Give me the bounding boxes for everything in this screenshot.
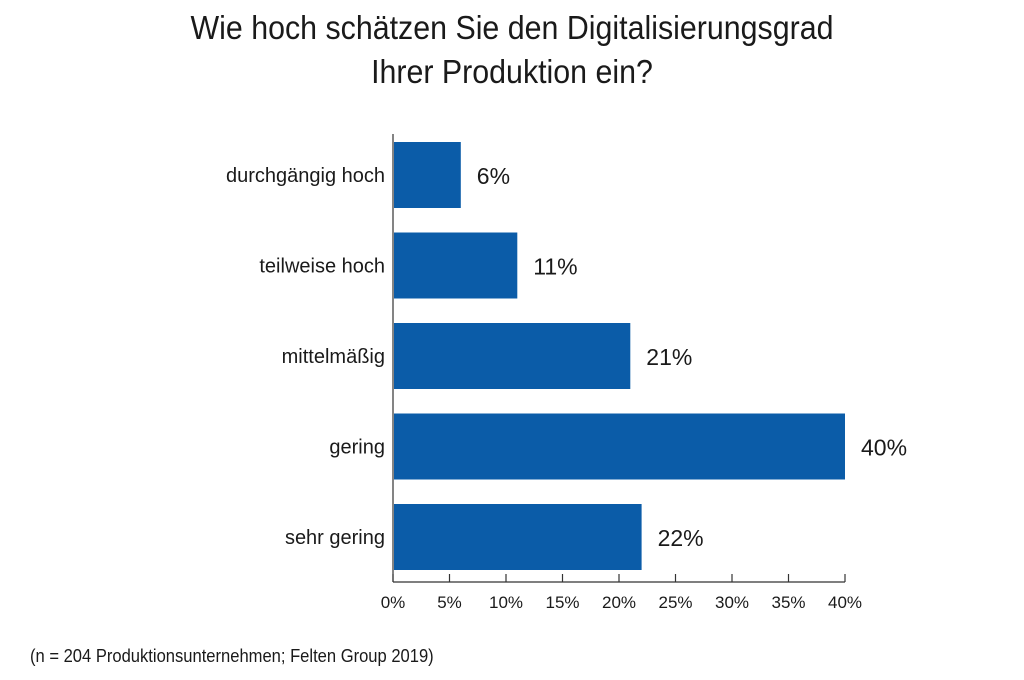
x-tick-label-4: 20% [602,593,636,612]
value-label-0: 6% [477,163,510,189]
x-tick-label-8: 40% [828,593,862,612]
bar-4 [394,504,642,570]
chart-title: Wie hoch schätzen Sie den Digitalisierun… [41,6,983,94]
x-tick-label-5: 25% [658,593,692,612]
value-label-1: 11% [533,254,577,280]
value-label-3: 40% [861,435,907,461]
x-tick-label-2: 10% [489,593,523,612]
category-label-0: durchgängig hoch [226,165,385,187]
bar-1 [394,232,518,299]
bar-2 [394,323,631,389]
x-tick-label-0: 0% [381,593,406,612]
source-note: (n = 204 Produktionsunternehmen; Felten … [30,646,434,666]
category-label-3: gering [329,437,385,459]
category-label-1: teilweise hoch [259,256,385,278]
chart-title-line-2: Ihrer Produktion ein? [371,53,653,90]
bar-0 [394,142,461,208]
value-label-4: 22% [658,525,704,551]
x-tick-label-7: 35% [771,593,805,612]
category-label-2: mittelmäßig [282,346,385,368]
x-tick-label-1: 5% [437,593,462,612]
value-label-2: 21% [646,344,692,370]
category-label-4: sehr gering [285,527,385,549]
bar-3 [394,413,845,480]
chart-title-line-1: Wie hoch schätzen Sie den Digitalisierun… [190,9,834,46]
x-tick-label-3: 15% [545,593,579,612]
x-tick-label-6: 30% [715,593,749,612]
